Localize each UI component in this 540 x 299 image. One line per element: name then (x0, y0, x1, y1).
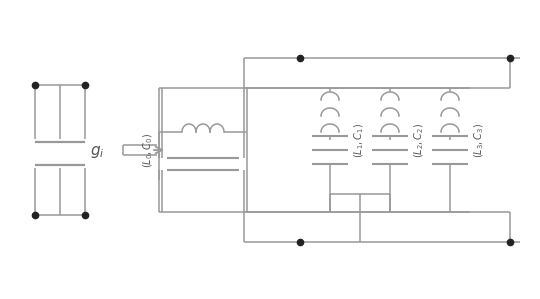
Text: $g_i$: $g_i$ (90, 144, 105, 160)
Text: $(L_2, C_2)$: $(L_2, C_2)$ (412, 122, 426, 158)
Text: $(L_1, C_1)$: $(L_1, C_1)$ (352, 122, 366, 158)
Text: $(L_3, C_3)$: $(L_3, C_3)$ (472, 122, 485, 158)
Text: $(L_0, C_0)$: $(L_0, C_0)$ (141, 132, 155, 168)
